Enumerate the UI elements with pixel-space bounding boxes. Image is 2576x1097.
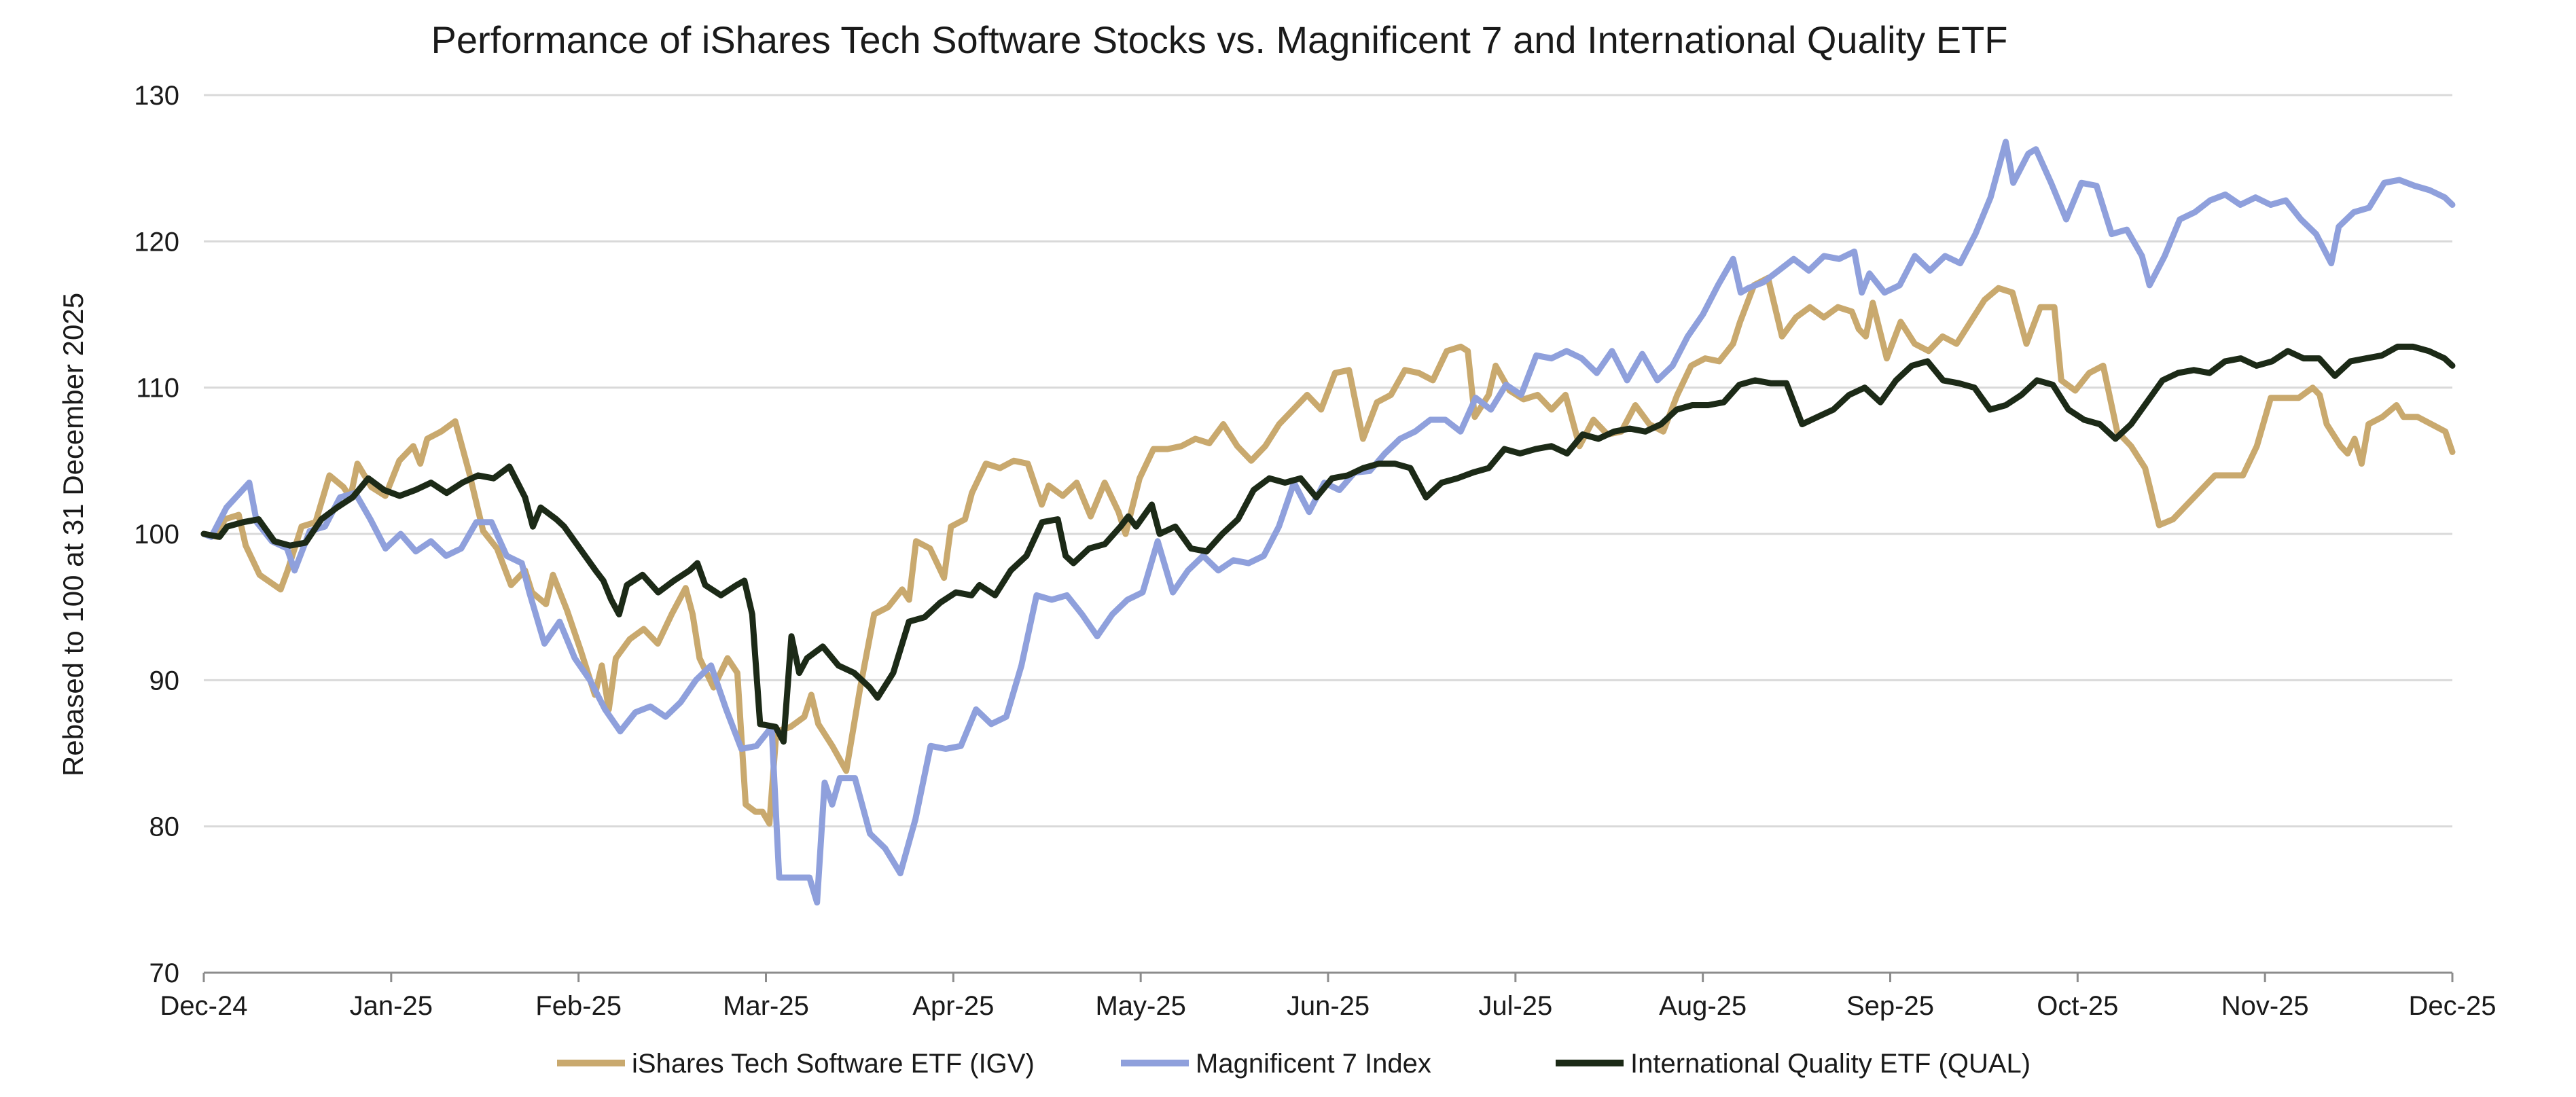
series-line-1 (200, 139, 2456, 906)
x-tick-label: Apr-25 (912, 991, 994, 1021)
x-tick-label: Jan-25 (350, 991, 433, 1021)
x-tick-label: Oct-25 (2037, 991, 2118, 1021)
series-line-0 (200, 274, 2456, 827)
y-axis-label: Rebased to 100 at 31 December 2025 (57, 293, 89, 776)
x-tick-label: Feb-25 (535, 991, 622, 1021)
y-tick-label: 120 (134, 227, 179, 257)
chart-title: Performance of iShares Tech Software Sto… (431, 18, 2008, 61)
legend: iShares Tech Software ETF (IGV) Magnifice… (557, 1049, 2031, 1079)
y-tick-label: 100 (134, 520, 179, 550)
y-axis-ticks: 70 80 90 100 110 120 130 (134, 81, 179, 988)
y-tick-label: 90 (149, 666, 180, 696)
x-tick-label: Aug-25 (1659, 991, 1747, 1021)
x-tick-label: Sep-25 (1846, 991, 1934, 1021)
y-tick-label: 110 (136, 374, 179, 403)
y-tick-label: 130 (134, 81, 179, 111)
series-line-2 (200, 343, 2456, 745)
x-tick-label: May-25 (1095, 991, 1185, 1021)
y-tick-label: 70 (149, 958, 180, 988)
gridlines (204, 94, 2452, 828)
x-tick-label: Jul-25 (1478, 991, 1552, 1021)
legend-label: iShares Tech Software ETF (IGV) (632, 1049, 1035, 1079)
x-axis-ticks: Dec-24 Jan-25 Feb-25 Mar-25 Apr-25 May-25 Jun-… (160, 973, 2497, 1021)
legend-label: International Quality ETF (QUAL) (1630, 1049, 2031, 1079)
series-lines (200, 139, 2456, 906)
x-tick-label: Nov-25 (2221, 991, 2309, 1021)
y-tick-label: 80 (149, 812, 180, 842)
x-tick-label: Dec-25 (2409, 991, 2497, 1021)
x-tick-label: Jun-25 (1287, 991, 1370, 1021)
x-tick-label: Mar-25 (723, 991, 809, 1021)
legend-label: Magnificent 7 Index (1196, 1049, 1431, 1079)
x-tick-label: Dec-24 (160, 991, 248, 1021)
